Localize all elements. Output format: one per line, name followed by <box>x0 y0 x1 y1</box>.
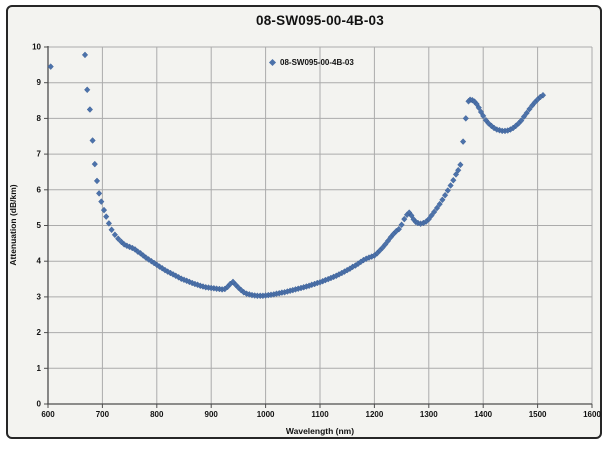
x-tick-label: 1100 <box>311 410 329 419</box>
y-tick-label: 10 <box>32 43 41 52</box>
gridlines <box>47 46 593 405</box>
y-tick-label: 3 <box>37 292 42 301</box>
x-tick-label: 900 <box>205 410 219 419</box>
x-tick-label: 700 <box>96 410 110 419</box>
y-tick-label: 7 <box>37 150 42 159</box>
y-tick-label: 9 <box>37 78 42 87</box>
y-axis-title: Attenuation (dB/km) <box>8 184 18 266</box>
x-tick-label: 1300 <box>420 410 438 419</box>
y-tick-label: 8 <box>37 114 42 123</box>
legend-label: 08-SW095-00-4B-03 <box>280 58 354 67</box>
chart-title: 08-SW095-00-4B-03 <box>256 13 384 28</box>
y-tick-label: 2 <box>37 328 42 337</box>
x-tick-label: 1600 <box>583 410 601 419</box>
y-tick-label: 1 <box>37 364 42 373</box>
x-tick-label: 1200 <box>366 410 384 419</box>
x-tick-label: 1500 <box>529 410 547 419</box>
figure-frame <box>6 5 602 439</box>
axes <box>44 46 593 408</box>
series-points <box>47 51 547 300</box>
x-tick-label: 1000 <box>257 410 275 419</box>
tick-labels: 0 1 2 3 4 5 6 7 8 9 10 600 700 800 900 1000 1100 1200 1300… <box>32 43 601 420</box>
x-tick-label: 1400 <box>474 410 492 419</box>
diamond-marker-icon <box>268 58 277 67</box>
legend: 08-SW095-00-4B-03 <box>268 58 354 67</box>
y-tick-label: 0 <box>37 400 42 409</box>
x-tick-label: 800 <box>150 410 164 419</box>
x-axis-title: Wavelength (nm) <box>285 426 355 436</box>
x-tick-label: 600 <box>41 410 55 419</box>
y-tick-label: 5 <box>37 221 42 230</box>
data-series <box>47 51 547 300</box>
y-tick-label: 4 <box>37 257 42 266</box>
y-tick-label: 6 <box>37 185 42 194</box>
